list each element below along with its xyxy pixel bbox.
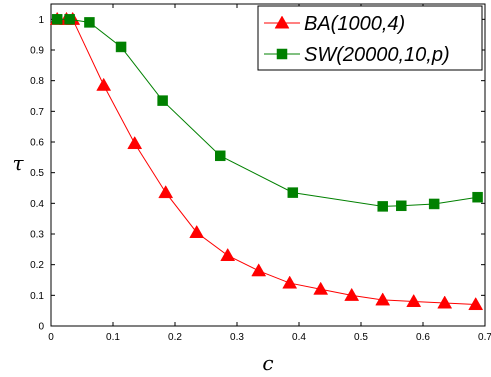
y-tick-label: 0.6 — [30, 138, 44, 149]
x-axis-label: c — [262, 351, 273, 375]
x-tick-label: 0.2 — [168, 332, 182, 343]
legend-marker — [274, 15, 290, 29]
x-tick-label: 0.5 — [354, 332, 368, 343]
y-tick-label: 0.7 — [30, 107, 44, 118]
data-point — [396, 200, 407, 212]
data-point — [251, 263, 267, 277]
data-point — [158, 185, 174, 199]
series-line — [57, 18, 476, 306]
data-point — [96, 77, 112, 91]
legend-box — [257, 5, 483, 71]
x-tick-label: 0 — [48, 332, 54, 343]
legend-marker — [276, 48, 288, 60]
y-tick-label: 0.3 — [30, 230, 44, 241]
data-point — [157, 95, 168, 106]
data-point — [377, 201, 388, 212]
data-point — [468, 297, 484, 311]
y-tick-label: 0.8 — [30, 76, 44, 87]
x-tick-label: 0.7 — [478, 332, 491, 343]
legend: BA(1000,4) SW(20000,10,p) — [257, 5, 483, 71]
x-tick-label: 0.4 — [292, 332, 306, 343]
x-tick-label: 0.1 — [106, 332, 120, 343]
data-point — [215, 150, 226, 162]
y-tick-label: 0.2 — [30, 260, 44, 271]
y-tick-label: 1 — [38, 15, 44, 26]
data-point — [313, 281, 329, 295]
data-point — [344, 287, 360, 301]
legend-entry-1: BA(1000,4) — [264, 13, 405, 35]
y-tick-label: 0.9 — [30, 46, 44, 57]
legend-label: BA(1000,4) — [304, 13, 405, 35]
data-point — [64, 14, 75, 25]
y-axis-label: τ — [12, 151, 24, 175]
y-tick-label: 0.5 — [30, 168, 44, 179]
legend-entry-2: SW(20000,10,p) — [264, 44, 450, 66]
data-point — [287, 187, 299, 198]
x-tick-label: 0.3 — [230, 332, 244, 343]
data-point — [406, 293, 422, 307]
data-point — [220, 247, 236, 261]
legend-label: SW(20000,10,p) — [304, 44, 450, 66]
data-point — [428, 198, 440, 210]
series-layer — [49, 11, 484, 311]
data-point — [115, 41, 127, 53]
data-point — [375, 292, 391, 306]
data-point — [282, 275, 298, 289]
series-2 — [51, 14, 483, 212]
x-tick-label: 0.6 — [416, 332, 430, 343]
data-point — [189, 224, 205, 238]
data-point — [437, 295, 453, 309]
axes: 0 0.1 0.2 0.3 0.4 0.5 0.6 0.7 0 0.1 0.2 0.3 0.4 0.5 0.… — [30, 4, 491, 343]
y-tick-label: 0 — [38, 322, 44, 333]
y-tick-label: 0.1 — [30, 291, 44, 302]
data-point — [127, 136, 143, 150]
data-point — [472, 191, 483, 203]
data-point — [84, 17, 95, 28]
y-tick-label: 0.4 — [30, 199, 44, 210]
data-point — [51, 14, 63, 25]
